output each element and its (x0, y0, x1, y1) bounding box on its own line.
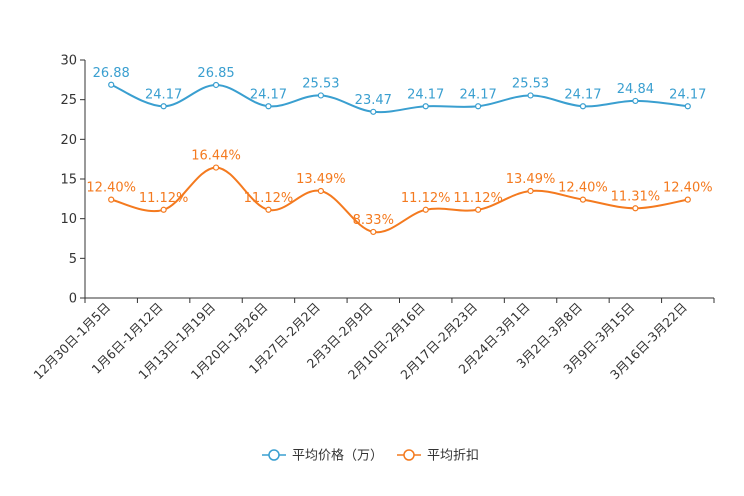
data-label: 25.53 (512, 76, 549, 91)
data-point[interactable] (108, 81, 115, 88)
series-1: 26.88 24.17 26.85 24.17 25.53 23.47 24.17 24.17… (93, 66, 706, 115)
data-label: 11.12% (139, 191, 189, 206)
legend-marker-icon (268, 449, 280, 461)
data-label: 24.17 (145, 87, 182, 102)
data-label: 11.12% (453, 191, 503, 206)
legend-item-2[interactable]: 平均折扣 (397, 449, 479, 464)
data-label: 24.17 (564, 87, 601, 102)
data-point[interactable] (579, 103, 587, 110)
data-point[interactable] (370, 108, 377, 115)
data-point[interactable] (684, 103, 691, 110)
data-point[interactable] (684, 196, 691, 203)
data-point[interactable] (265, 206, 272, 213)
data-label: 24.17 (407, 87, 444, 102)
data-point[interactable] (632, 205, 639, 212)
data-point[interactable] (527, 92, 534, 99)
data-label: 24.17 (669, 87, 706, 102)
y-tick-label: 10 (60, 212, 77, 227)
data-label: 24.17 (250, 87, 287, 102)
data-point[interactable] (370, 228, 377, 236)
data-label: 24.84 (617, 82, 654, 97)
series-layer: 26.88 24.17 26.85 24.17 25.53 23.47 24.17 24.17… (86, 66, 713, 236)
data-point[interactable] (212, 81, 220, 89)
legend-marker-icon (403, 449, 415, 461)
data-point[interactable] (212, 164, 220, 171)
data-point[interactable] (160, 103, 167, 110)
series-line (110, 166, 688, 234)
data-point[interactable] (317, 187, 324, 195)
data-point[interactable] (475, 206, 482, 213)
data-label: 12.40% (86, 181, 136, 196)
y-tick-label: 25 (60, 93, 77, 108)
y-tick-label: 15 (60, 173, 77, 188)
data-label: 13.49% (506, 172, 556, 187)
series-2: 12.40%11.12%16.44%11.12%13.49%8.33%11.12… (86, 149, 713, 236)
data-label: 8.33% (353, 213, 394, 228)
data-label: 25.53 (302, 76, 339, 91)
data-point[interactable] (422, 103, 429, 110)
data-point[interactable] (632, 97, 639, 105)
data-label: 11.12% (244, 191, 294, 206)
legend-label: 平均折扣 (427, 449, 479, 464)
data-point[interactable] (265, 103, 272, 110)
data-label: 24.17 (460, 87, 497, 102)
data-label: 23.47 (355, 93, 392, 108)
legend-label: 平均价格（万） (292, 448, 383, 464)
data-point[interactable] (160, 206, 167, 213)
data-label: 26.88 (93, 66, 130, 81)
data-point[interactable] (317, 92, 324, 99)
data-point[interactable] (108, 196, 115, 203)
y-tick-label: 30 (60, 54, 77, 69)
data-label: 12.40% (663, 181, 713, 196)
data-label: 26.85 (197, 66, 234, 81)
data-point[interactable] (579, 196, 587, 203)
data-label: 13.49% (296, 172, 346, 187)
data-point[interactable] (422, 206, 429, 213)
y-tick-label: 0 (69, 292, 77, 307)
data-label: 16.44% (191, 149, 241, 164)
legend[interactable]: 平均价格（万） 平均折扣 (262, 448, 479, 464)
data-point[interactable] (527, 187, 534, 195)
legend-item-1[interactable]: 平均价格（万） (262, 448, 383, 464)
data-label: 12.40% (558, 181, 608, 196)
series-line (110, 83, 688, 114)
y-tick-label: 20 (60, 133, 77, 148)
data-label: 11.31% (611, 189, 661, 204)
data-point[interactable] (475, 103, 482, 110)
y-tick-label: 5 (69, 252, 77, 267)
data-label: 11.12% (401, 191, 451, 206)
